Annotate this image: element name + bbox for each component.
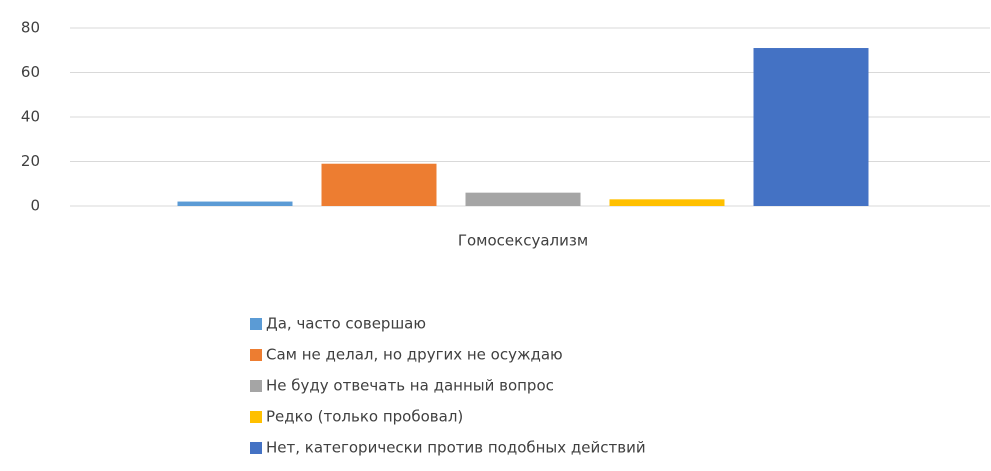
y-tick-label: 80	[21, 19, 40, 37]
x-tick-label: Гомосексуализм	[458, 232, 588, 250]
bar	[609, 199, 725, 206]
legend-swatch	[250, 318, 262, 330]
legend-swatch	[250, 380, 262, 392]
bar	[177, 201, 293, 206]
legend-swatch	[250, 411, 262, 423]
legend-swatch	[250, 442, 262, 454]
bar	[753, 48, 869, 207]
legend-label: Редко (только пробовал)	[266, 408, 463, 426]
bar	[465, 192, 581, 206]
legend-label: Сам не делал, но других не осуждаю	[266, 346, 563, 364]
y-tick-label: 20	[21, 152, 40, 170]
y-tick-label: 0	[30, 197, 40, 215]
legend-swatch	[250, 349, 262, 361]
y-tick-label: 40	[21, 108, 40, 126]
legend-label: Нет, категорически против подобных дейст…	[266, 439, 646, 457]
legend-label: Не буду отвечать на данный вопрос	[266, 377, 554, 395]
legend-label: Да, часто совершаю	[266, 315, 426, 333]
y-tick-label: 60	[21, 63, 40, 81]
bar	[321, 163, 437, 206]
